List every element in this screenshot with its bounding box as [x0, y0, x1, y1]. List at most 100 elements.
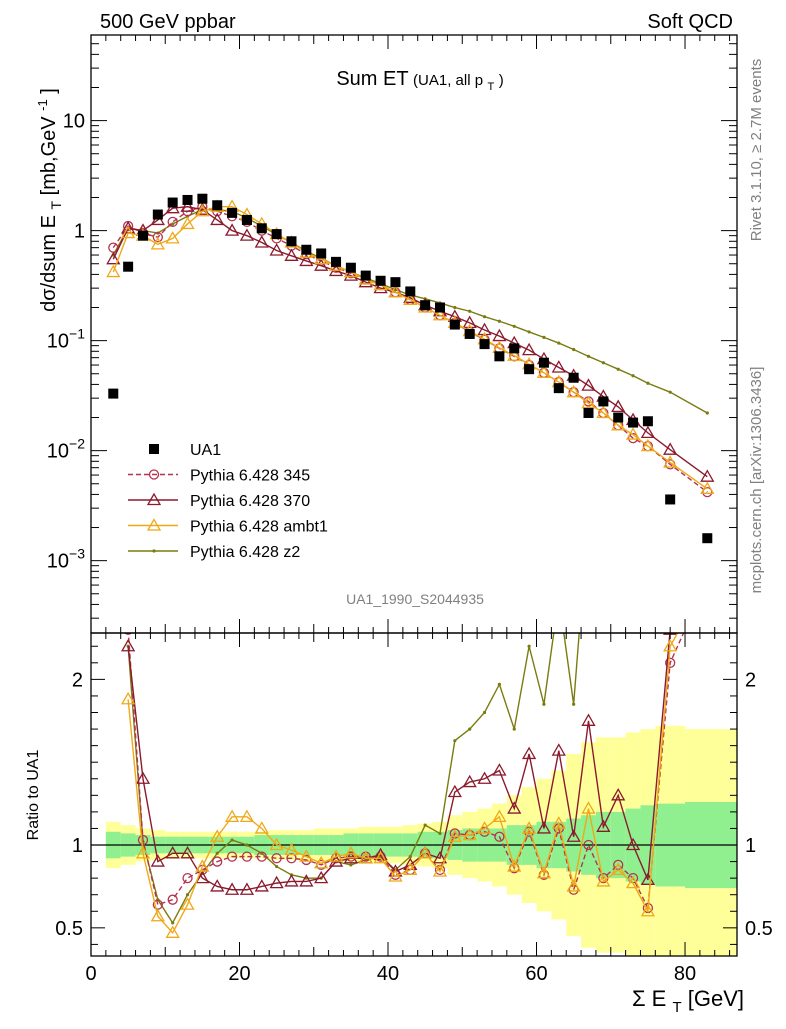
chart-title: Sum ET (UA1, all p T )	[336, 68, 503, 94]
marker-dot	[482, 315, 487, 319]
marker-triangle	[663, 442, 678, 455]
marker-dot	[616, 367, 620, 371]
marker-triangle	[210, 879, 225, 892]
y-tick-base: 10	[47, 551, 69, 573]
ratio-line	[127, 633, 580, 925]
marker-square	[301, 244, 312, 255]
marker-triangle	[135, 771, 151, 784]
marker-triangle	[180, 897, 195, 910]
chart-title-sub: (UA1, all p	[413, 72, 483, 89]
marker-dot	[408, 855, 412, 859]
marker-square	[241, 214, 252, 225]
chart-title-sub-end: )	[499, 72, 504, 89]
marker-triangle	[210, 212, 225, 226]
ratio-tick-label-left: 1	[72, 835, 83, 857]
header-left: 500 GeV ppbar	[100, 11, 236, 33]
marker-dot	[602, 628, 605, 631]
marker-circle	[256, 851, 267, 862]
marker-square	[538, 357, 549, 368]
marker-triangle	[165, 925, 180, 938]
marker-triangle	[254, 879, 269, 892]
marker-triangle	[150, 237, 165, 250]
marker-square	[405, 286, 416, 297]
marker-triangle	[269, 875, 284, 889]
marker-square	[449, 319, 460, 330]
marker-triangle	[314, 855, 329, 869]
marker-triangle	[314, 258, 329, 271]
marker-triangle	[596, 874, 611, 887]
marker-circle	[494, 831, 505, 842]
marker-triangle	[195, 859, 210, 872]
legend: UA1 Pythia 6.428 345 Pythia 6.428 370 Pythi…	[128, 442, 328, 561]
x-axis-label: Σ E T [GeV]	[632, 986, 744, 1017]
marker-square	[152, 209, 163, 220]
legend-entry: Pythia 6.428 345	[128, 468, 310, 485]
marker-triangle	[195, 203, 210, 217]
marker-square	[182, 194, 193, 205]
marker-dot	[185, 893, 190, 897]
legend-entry: Pythia 6.428 370	[128, 492, 310, 510]
chart-title-main: Sum ET	[336, 68, 408, 90]
marker-triangle	[625, 875, 641, 889]
marker-dot	[646, 381, 650, 385]
marker-circle	[167, 216, 178, 228]
marker-dot	[171, 222, 175, 226]
marker-triangle	[521, 342, 537, 356]
marker-square	[149, 444, 159, 454]
marker-triangle	[581, 801, 596, 814]
marker-dot	[527, 644, 531, 648]
ratio-tick-label-left: 2	[72, 669, 83, 691]
marker-square	[375, 275, 386, 286]
marker-triangle	[180, 199, 195, 212]
marker-triangle	[551, 743, 566, 756]
marker-circle	[702, 486, 713, 498]
marker-triangle	[625, 837, 641, 851]
marker-triangle	[611, 417, 626, 431]
marker-triangle	[284, 874, 299, 887]
marker-square	[642, 416, 653, 427]
marker-triangle	[663, 455, 678, 468]
marker-dot	[587, 512, 590, 515]
marker-square	[345, 262, 356, 273]
marker-triangle	[121, 638, 136, 652]
marker-triangle	[566, 879, 581, 892]
marker-triangle	[640, 438, 656, 452]
marker-dot	[171, 921, 175, 925]
y-axis-label-end: ]	[38, 88, 60, 94]
marker-circle	[665, 657, 676, 668]
marker-dot	[468, 309, 472, 313]
marker-triangle	[180, 216, 195, 230]
marker-square	[613, 412, 624, 423]
marker-dot	[542, 335, 546, 339]
marker-triangle	[507, 859, 522, 872]
marker-triangle	[299, 253, 314, 267]
marker-circle	[286, 853, 297, 864]
marker-square	[509, 343, 520, 354]
marker-triangle	[388, 869, 403, 882]
y-axis-label-main: dσ/dsum E	[38, 215, 60, 312]
series-line	[112, 205, 708, 490]
marker-triangle	[403, 292, 418, 305]
marker-triangle	[596, 819, 611, 832]
marker-square	[167, 197, 178, 208]
marker-triangle	[625, 427, 641, 440]
marker-dot	[542, 702, 546, 706]
marker-triangle	[195, 870, 210, 884]
marker-triangle	[611, 399, 626, 413]
marker-triangle	[701, 574, 713, 585]
ratio-frame	[90, 632, 738, 957]
legend-label: Pythia 6.428 370	[190, 493, 310, 510]
marker-triangle	[358, 850, 373, 864]
marker-triangle	[477, 771, 492, 784]
marker-triangle	[418, 845, 433, 859]
marker-dot	[453, 305, 457, 310]
marker-circle	[226, 851, 238, 862]
marker-triangle	[343, 845, 359, 859]
series-line	[112, 205, 708, 478]
marker-dot	[512, 324, 516, 328]
ratio-axis-label: Ratio to UA1	[25, 750, 42, 841]
ratio-series	[121, 512, 713, 938]
marker-dot	[631, 562, 634, 565]
marker-triangle	[239, 809, 255, 823]
series-line	[112, 208, 708, 414]
